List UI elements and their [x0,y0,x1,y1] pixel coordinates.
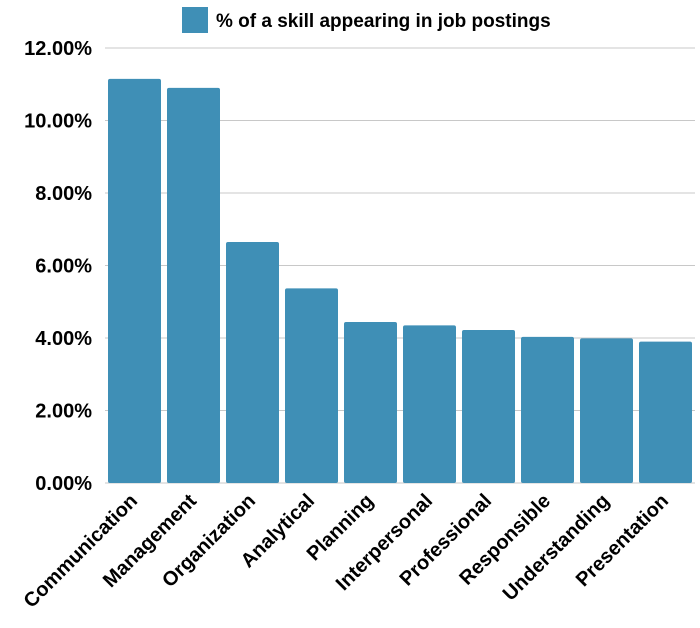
y-tick-label: 0.00% [35,473,92,495]
bar-communication [108,78,161,483]
y-axis-tick-labels: 0.00% 2.00% 4.00% 6.00% 8.00% 10.00% 12.00% [24,38,92,495]
x-category-label: Understanding [499,490,614,605]
bar-presentation [639,341,692,483]
legend-swatch [182,7,208,33]
bar-organization [226,241,279,483]
legend: % of a skill appearing in job postings [182,7,551,33]
bar-analytical [285,288,338,483]
bar-management [167,87,220,483]
bar-professional [462,330,515,483]
bar-understanding [580,338,633,483]
bar-responsible [521,336,574,483]
y-tick-label: 8.00% [35,183,92,205]
y-tick-label: 2.00% [35,401,92,423]
y-tick-label: 12.00% [24,38,92,60]
bar-interpersonal [403,325,456,483]
legend-label: % of a skill appearing in job postings [216,11,551,32]
x-axis-category-labels: CommunicationManagementOrganizationAnaly… [20,490,673,613]
y-tick-label: 10.00% [24,111,92,133]
bar-planning [344,322,397,483]
y-tick-label: 4.00% [35,328,92,350]
y-tick-label: 6.00% [35,256,92,278]
bars [108,78,692,483]
